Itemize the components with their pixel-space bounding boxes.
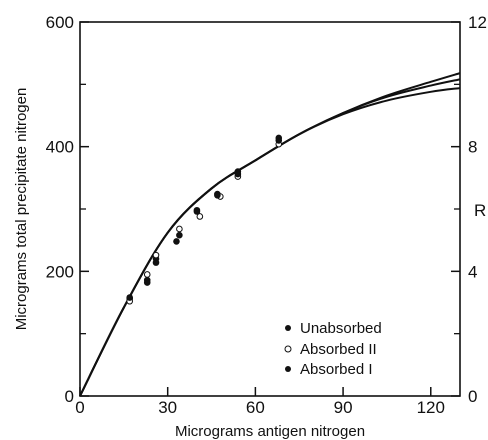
y-tick-label-2: 400 bbox=[46, 138, 74, 157]
legend-label-absorbed-i: Absorbed I bbox=[300, 361, 373, 378]
point-series-2-1 bbox=[143, 279, 151, 286]
fitted-curve-1 bbox=[79, 78, 461, 397]
x-tick-label-2: 60 bbox=[246, 398, 265, 417]
y-tick-label-3: 600 bbox=[46, 13, 74, 32]
plot-frame bbox=[79, 21, 461, 397]
point-series-2-5 bbox=[214, 191, 221, 199]
x-tick-label-1: 30 bbox=[158, 398, 177, 417]
point-series-2-4 bbox=[193, 208, 201, 215]
fitted-curve-0 bbox=[79, 72, 461, 397]
point-series-1-3 bbox=[176, 225, 183, 233]
fitted-curve-2 bbox=[79, 87, 461, 397]
y-tick-label-0: 0 bbox=[65, 387, 74, 406]
x-axis-title: Micrograms antigen nitrogen bbox=[175, 423, 365, 440]
point-series-2-0 bbox=[126, 294, 133, 301]
legend-label-absorbed-ii: Absorbed II bbox=[300, 341, 377, 358]
data-points bbox=[126, 134, 283, 305]
legend-marker-absorbed-ii bbox=[284, 345, 292, 353]
axis-ticks: 0 30 60 90 120 0 200 400 600 0 4 8 12 bbox=[46, 13, 487, 417]
plot-area-border bbox=[79, 21, 461, 397]
point-series-1-2 bbox=[152, 251, 160, 259]
legend-marker-absorbed-i bbox=[285, 366, 291, 372]
y-tick-label-1: 200 bbox=[46, 262, 74, 281]
legend-marker-unabsorbed bbox=[285, 325, 291, 331]
point-series-1-1 bbox=[143, 271, 151, 278]
point-series-1-4 bbox=[196, 213, 204, 220]
y2-axis-title: R bbox=[474, 201, 486, 220]
point-series-0-3 bbox=[173, 238, 180, 245]
point-series-2-7 bbox=[275, 137, 283, 144]
point-series-2-3 bbox=[176, 231, 183, 239]
y2-tick-label-1: 4 bbox=[468, 262, 477, 281]
y-axis-title: Micrograms total precipitate nitrogen bbox=[13, 88, 30, 331]
y2-tick-label-2: 8 bbox=[468, 138, 477, 157]
y2-tick-label-3: 12 bbox=[468, 13, 487, 32]
y2-tick-label-0: 0 bbox=[468, 387, 477, 406]
point-series-2-6 bbox=[234, 170, 242, 178]
legend: Unabsorbed Absorbed II Absorbed I bbox=[284, 320, 382, 378]
fitted-curves bbox=[79, 72, 461, 397]
point-series-2-2 bbox=[152, 259, 160, 266]
x-tick-label-4: 120 bbox=[417, 398, 445, 417]
legend-label-unabsorbed: Unabsorbed bbox=[300, 320, 382, 337]
x-tick-label-3: 90 bbox=[334, 398, 353, 417]
x-tick-label-0: 0 bbox=[75, 398, 84, 417]
